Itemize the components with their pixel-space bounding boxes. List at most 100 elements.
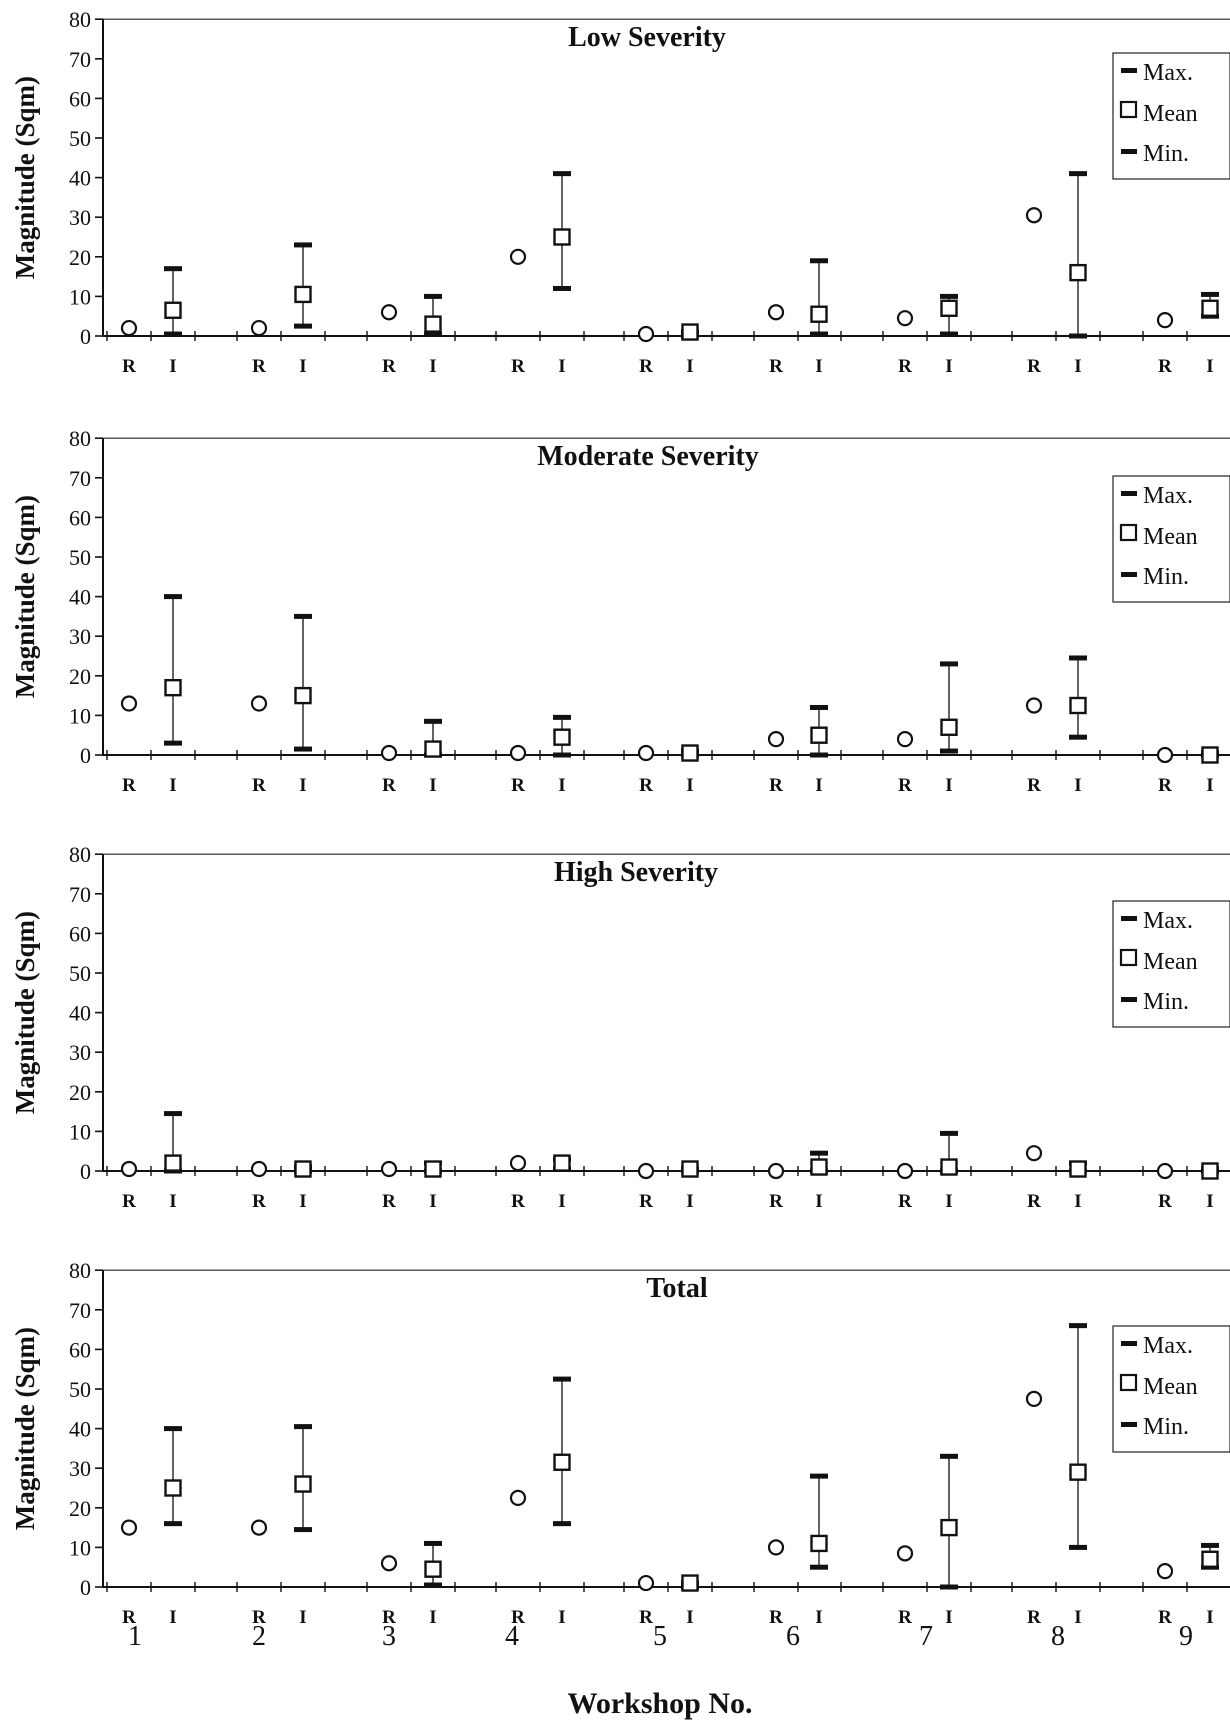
i-label: I	[558, 356, 565, 377]
i-max-cap	[294, 242, 312, 248]
i-mean-marker	[940, 299, 958, 317]
legend-mean-label: Mean	[1143, 524, 1198, 550]
i-mean-marker	[164, 678, 182, 697]
r-label: R	[769, 356, 783, 377]
y-tick-label: 0	[80, 324, 91, 349]
y-tick-label: 40	[69, 166, 91, 191]
r-point	[767, 1162, 785, 1180]
i-mean-marker	[681, 1574, 699, 1592]
y-tick-label: 80	[69, 426, 91, 451]
i-mean-marker	[424, 1160, 442, 1178]
i-min-cap	[1069, 1544, 1087, 1550]
y-tick-label: 40	[69, 1417, 91, 1442]
workshop-number-label: 5	[653, 1621, 667, 1652]
r-point	[250, 319, 268, 337]
legend-max-marker	[1121, 916, 1137, 921]
i-max-cap	[424, 1540, 442, 1546]
i-min-cap	[553, 1521, 571, 1527]
i-max-cap	[810, 704, 828, 710]
i-min-cap	[164, 740, 182, 746]
legend-mean-marker	[1119, 100, 1138, 119]
i-min-cap	[940, 748, 958, 754]
i-label: I	[299, 356, 306, 377]
y-tick-label: 80	[69, 7, 91, 32]
i-max-cap	[164, 1111, 182, 1117]
legend-min-marker	[1121, 572, 1137, 577]
i-mean-marker	[553, 228, 571, 246]
i-mean-marker	[1201, 1162, 1219, 1180]
i-label: I	[429, 356, 436, 377]
y-tick-label: 10	[69, 1119, 91, 1144]
i-mean-marker	[424, 740, 442, 758]
y-tick-label: 20	[69, 1080, 91, 1105]
i-mean-marker	[940, 718, 958, 736]
i-label: I	[815, 1191, 822, 1212]
y-tick-label: 80	[69, 1258, 91, 1283]
r-point	[509, 248, 527, 265]
i-max-cap	[164, 266, 182, 272]
i-min-cap	[553, 285, 571, 291]
i-min-cap	[164, 1521, 182, 1527]
r-label: R	[1158, 1191, 1172, 1212]
y-tick-label: 50	[69, 545, 91, 570]
r-label: R	[382, 1191, 396, 1212]
legend-max-marker	[1121, 491, 1137, 496]
legend-max-label: Max.	[1143, 1333, 1193, 1359]
r-label: R	[511, 1191, 525, 1212]
i-max-cap	[940, 1130, 958, 1136]
i-label: I	[1206, 1607, 1213, 1628]
r-point	[250, 695, 268, 712]
workshop-number-label: 1	[128, 1621, 142, 1652]
r-point	[509, 1489, 527, 1507]
legend-min-label: Min.	[1143, 564, 1189, 590]
r-label: R	[511, 356, 525, 377]
r-label: R	[769, 1607, 783, 1628]
legend-min-marker	[1121, 149, 1137, 154]
y-tick-label: 20	[69, 664, 91, 689]
i-label: I	[429, 775, 436, 796]
y-tick-label: 50	[69, 961, 91, 986]
i-label: I	[815, 775, 822, 796]
panel-4: 0 10 20 30 40 50 60 70 80 R I R I R I R I R I R I R I R I R I Magni…	[10, 1258, 1230, 1628]
legend-mean-marker	[1119, 948, 1138, 967]
y-tick-label: 30	[69, 624, 91, 649]
r-label: R	[639, 1607, 653, 1628]
i-min-cap	[164, 331, 182, 337]
i-max-cap	[164, 594, 182, 600]
panel-title: High Severity	[554, 857, 718, 888]
r-point	[1156, 312, 1174, 329]
y-tick-label: 40	[69, 585, 91, 610]
i-mean-marker	[1201, 746, 1219, 764]
i-mean-marker	[1069, 1463, 1087, 1481]
i-label: I	[1074, 1191, 1081, 1212]
panel-2: 0 10 20 30 40 50 60 70 80 R I R I R I R I R I R I R I R I R I Magni…	[10, 426, 1230, 796]
r-label: R	[898, 1607, 912, 1628]
y-tick-label: 70	[69, 47, 91, 72]
r-label: R	[769, 1191, 783, 1212]
r-point	[1025, 697, 1043, 714]
i-label: I	[1074, 356, 1081, 377]
r-label: R	[252, 356, 266, 377]
workshop-number-label: 9	[1179, 1621, 1193, 1652]
y-tick-label: 60	[69, 86, 91, 111]
i-mean-marker	[681, 744, 699, 762]
r-point	[380, 1555, 398, 1572]
r-point	[120, 695, 138, 712]
i-max-cap	[940, 1453, 958, 1459]
r-point	[637, 1574, 655, 1592]
y-tick-label: 60	[69, 505, 91, 530]
workshop-number-label: 4	[505, 1621, 519, 1652]
i-label: I	[686, 775, 693, 796]
legend: Max. Mean Min.	[1112, 900, 1230, 1028]
legend-mean-label: Mean	[1143, 101, 1198, 127]
r-label: R	[511, 775, 525, 796]
i-max-cap	[810, 258, 828, 264]
i-mean-marker	[164, 301, 182, 319]
i-label: I	[945, 775, 952, 796]
workshop-number-label: 6	[786, 1621, 800, 1652]
i-mean-marker	[553, 1453, 571, 1471]
legend-max-label: Max.	[1143, 908, 1193, 934]
i-max-cap	[1201, 1542, 1219, 1548]
r-point	[1025, 1145, 1043, 1162]
r-point	[380, 1160, 398, 1178]
